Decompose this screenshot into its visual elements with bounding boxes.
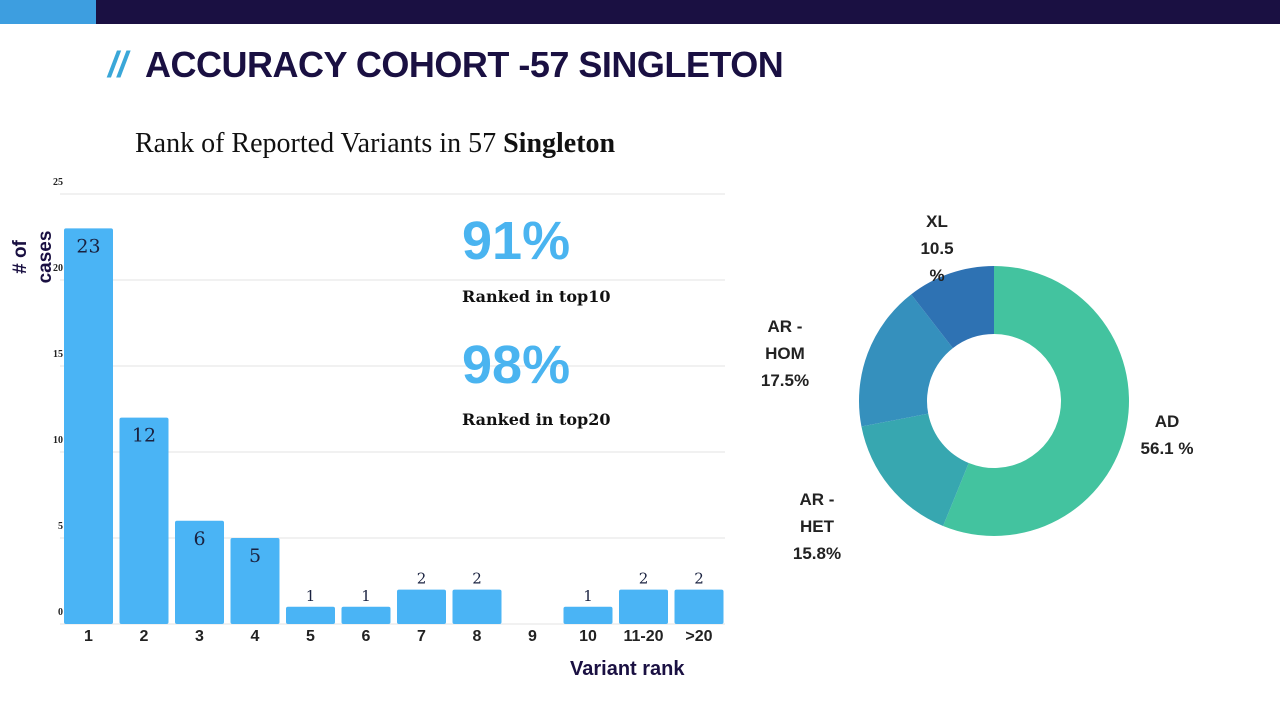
pie-label-value: 56.1 % bbox=[1140, 439, 1194, 458]
stat-top10-label: Ranked in top10 bbox=[462, 287, 611, 306]
chart-title-prefix: Rank of Reported Variants in 57 bbox=[135, 128, 504, 159]
y-tick-label: 20 bbox=[53, 263, 63, 274]
pie-label-ad: AD 56.1 % bbox=[1140, 408, 1194, 462]
x-tick-label: 1 bbox=[84, 628, 93, 645]
y-tick-label: 0 bbox=[58, 607, 63, 618]
pie-label-name: AR - HET bbox=[799, 490, 835, 536]
bar bbox=[286, 606, 335, 624]
x-tick-label: >20 bbox=[685, 628, 712, 645]
chart-title: Rank of Reported Variants in 57 Singleto… bbox=[135, 128, 615, 160]
pie-label-name: AD bbox=[1154, 412, 1180, 431]
x-tick-label: 10 bbox=[579, 628, 597, 645]
stat-top10-value: 91% bbox=[462, 211, 571, 271]
data-label: 1 bbox=[361, 587, 371, 605]
title-text: ACCURACY COHORT -57 SINGLETON bbox=[145, 44, 784, 85]
pie-label-value: 10.5 % bbox=[920, 239, 954, 285]
data-label: 5 bbox=[249, 545, 261, 567]
data-label: 2 bbox=[694, 570, 704, 588]
donut-slice bbox=[861, 413, 969, 527]
y-tick-label: 25 bbox=[53, 177, 63, 188]
donut-slice bbox=[943, 266, 1129, 536]
x-axis-label: Variant rank bbox=[570, 658, 685, 680]
x-tick-label: 5 bbox=[306, 628, 315, 645]
x-tick-label: 2 bbox=[140, 628, 149, 645]
y-tick-label: 10 bbox=[53, 435, 63, 446]
bar bbox=[230, 538, 280, 624]
data-label: 1 bbox=[306, 587, 316, 605]
bar bbox=[119, 417, 169, 624]
stat-top20-value: 98% bbox=[462, 335, 571, 395]
pie-label-value: 17.5% bbox=[760, 371, 810, 390]
x-tick-label: 9 bbox=[528, 628, 537, 645]
data-label: 2 bbox=[639, 570, 649, 588]
chart-title-bold: Singleton bbox=[503, 128, 616, 159]
data-label: 2 bbox=[417, 570, 427, 588]
bar bbox=[619, 589, 668, 624]
pie-label-name: XL bbox=[926, 212, 948, 231]
x-tick-label: 6 bbox=[362, 628, 371, 645]
bar bbox=[175, 520, 224, 624]
pie-label-xl: XL 10.5 % bbox=[912, 208, 962, 289]
bar bbox=[452, 589, 502, 624]
data-label: 12 bbox=[132, 425, 156, 447]
bar bbox=[563, 606, 613, 624]
x-tick-label: 4 bbox=[251, 628, 260, 645]
y-tick-label: 5 bbox=[58, 521, 63, 532]
donut-slice bbox=[911, 266, 994, 349]
top-bar bbox=[0, 0, 1280, 24]
bar bbox=[397, 589, 446, 624]
bar bbox=[341, 606, 391, 624]
data-label: 1 bbox=[583, 587, 593, 605]
pie-label-ar-het: AR - HET 15.8% bbox=[784, 486, 850, 567]
data-label: 6 bbox=[193, 528, 205, 550]
x-tick-label: 3 bbox=[195, 628, 204, 645]
x-tick-label: 7 bbox=[417, 628, 426, 645]
x-tick-label: 11-20 bbox=[623, 628, 663, 645]
stat-top20-label: Ranked in top20 bbox=[462, 410, 611, 429]
title-slashes: // bbox=[108, 44, 128, 85]
bar bbox=[674, 589, 724, 624]
donut-slice bbox=[859, 294, 953, 427]
pie-label-name: AR - HOM bbox=[765, 317, 805, 363]
top-bar-accent bbox=[0, 0, 96, 24]
bar bbox=[64, 228, 113, 624]
data-label: 23 bbox=[76, 235, 100, 257]
pie-label-ar-hom: AR - HOM 17.5% bbox=[752, 313, 818, 394]
slide-title: // ACCURACY COHORT -57 SINGLETON bbox=[108, 44, 784, 86]
x-tick-label: 8 bbox=[473, 628, 482, 645]
y-tick-label: 15 bbox=[53, 349, 63, 360]
data-label: 2 bbox=[472, 570, 482, 588]
pie-label-value: 15.8% bbox=[792, 544, 842, 563]
